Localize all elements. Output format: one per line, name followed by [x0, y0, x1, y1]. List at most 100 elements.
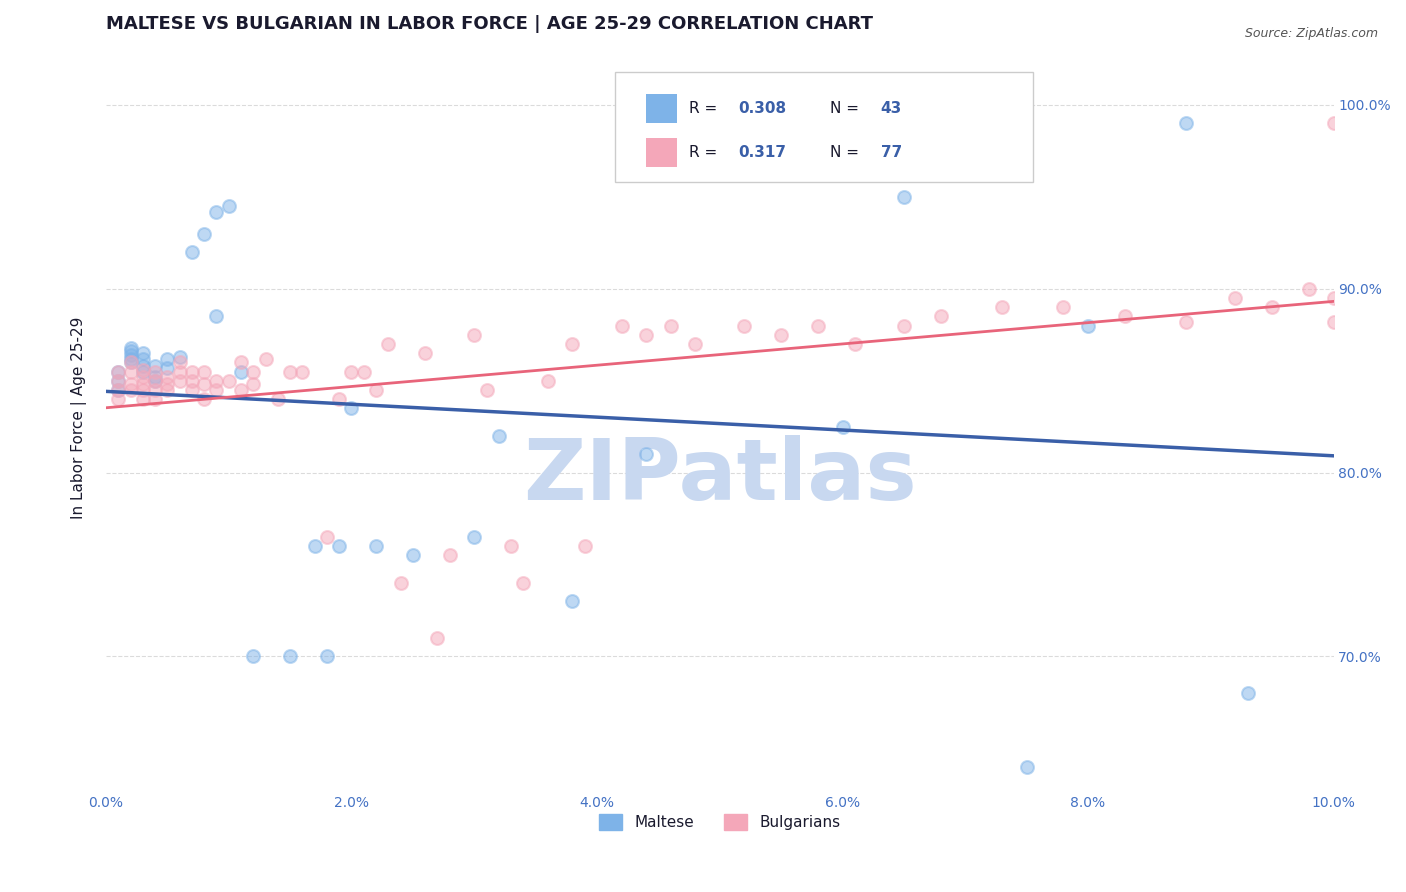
- Point: [831, 419, 853, 434]
- Text: 0.308: 0.308: [738, 101, 786, 116]
- Text: N =: N =: [830, 101, 865, 116]
- Point: [107, 374, 129, 388]
- Point: [364, 539, 387, 553]
- Point: [929, 310, 952, 324]
- Point: [156, 360, 179, 375]
- Point: [1261, 300, 1284, 314]
- Point: [205, 204, 228, 219]
- Point: [180, 383, 202, 397]
- Point: [340, 364, 363, 378]
- Point: [402, 549, 425, 563]
- Point: [267, 392, 290, 406]
- Point: [512, 575, 534, 590]
- Point: [169, 374, 191, 388]
- Point: [1175, 116, 1198, 130]
- Point: [120, 348, 142, 362]
- Point: [132, 383, 155, 397]
- Point: [242, 364, 264, 378]
- Point: [132, 364, 155, 378]
- FancyBboxPatch shape: [647, 94, 676, 123]
- Point: [143, 383, 166, 397]
- Point: [278, 364, 301, 378]
- Point: [169, 350, 191, 364]
- Point: [132, 359, 155, 373]
- Point: [120, 364, 142, 378]
- Point: [1052, 300, 1074, 314]
- Point: [120, 383, 142, 397]
- FancyBboxPatch shape: [647, 138, 676, 168]
- Point: [193, 364, 215, 378]
- Point: [475, 383, 498, 397]
- Point: [844, 337, 866, 351]
- Point: [316, 530, 339, 544]
- Point: [193, 227, 215, 241]
- Point: [413, 346, 436, 360]
- Point: [156, 377, 179, 392]
- Point: [120, 355, 142, 369]
- Point: [328, 539, 350, 553]
- Point: [304, 539, 326, 553]
- Y-axis label: In Labor Force | Age 25-29: In Labor Force | Age 25-29: [72, 317, 87, 518]
- Point: [328, 392, 350, 406]
- Point: [205, 383, 228, 397]
- Point: [229, 383, 252, 397]
- Point: [463, 327, 485, 342]
- Point: [120, 355, 142, 369]
- Point: [132, 392, 155, 406]
- Point: [143, 374, 166, 388]
- Point: [229, 364, 252, 378]
- Point: [574, 539, 596, 553]
- Point: [156, 370, 179, 384]
- Point: [143, 370, 166, 384]
- Point: [180, 364, 202, 378]
- Point: [205, 374, 228, 388]
- Point: [991, 300, 1014, 314]
- Point: [143, 392, 166, 406]
- Point: [242, 649, 264, 664]
- Point: [169, 364, 191, 378]
- Point: [120, 341, 142, 355]
- Point: [636, 327, 658, 342]
- Point: [156, 383, 179, 397]
- Text: ZIPatlas: ZIPatlas: [523, 434, 917, 517]
- Text: 0.317: 0.317: [738, 145, 786, 161]
- Point: [770, 327, 793, 342]
- Point: [132, 351, 155, 366]
- Point: [120, 351, 142, 366]
- Point: [389, 575, 412, 590]
- Point: [218, 199, 240, 213]
- Text: 77: 77: [880, 145, 901, 161]
- Point: [537, 374, 560, 388]
- Point: [439, 549, 461, 563]
- Point: [107, 383, 129, 397]
- Point: [120, 344, 142, 359]
- FancyBboxPatch shape: [616, 72, 1033, 182]
- Point: [1298, 282, 1320, 296]
- Point: [893, 190, 915, 204]
- Point: [1114, 310, 1136, 324]
- Point: [340, 401, 363, 416]
- Point: [1322, 315, 1344, 329]
- Point: [561, 337, 583, 351]
- Point: [1322, 291, 1344, 305]
- Point: [1236, 686, 1258, 700]
- Point: [636, 447, 658, 461]
- Point: [377, 337, 399, 351]
- Point: [218, 374, 240, 388]
- Point: [180, 245, 202, 260]
- Point: [229, 355, 252, 369]
- Text: MALTESE VS BULGARIAN IN LABOR FORCE | AGE 25-29 CORRELATION CHART: MALTESE VS BULGARIAN IN LABOR FORCE | AG…: [105, 15, 873, 33]
- Point: [132, 346, 155, 360]
- Point: [426, 631, 449, 645]
- Point: [254, 351, 277, 366]
- Point: [169, 355, 191, 369]
- Text: N =: N =: [830, 145, 865, 161]
- Point: [1175, 315, 1198, 329]
- Point: [353, 364, 375, 378]
- Point: [488, 429, 510, 443]
- Point: [683, 337, 706, 351]
- Point: [561, 594, 583, 608]
- Point: [143, 374, 166, 388]
- Point: [132, 370, 155, 384]
- Point: [610, 318, 633, 333]
